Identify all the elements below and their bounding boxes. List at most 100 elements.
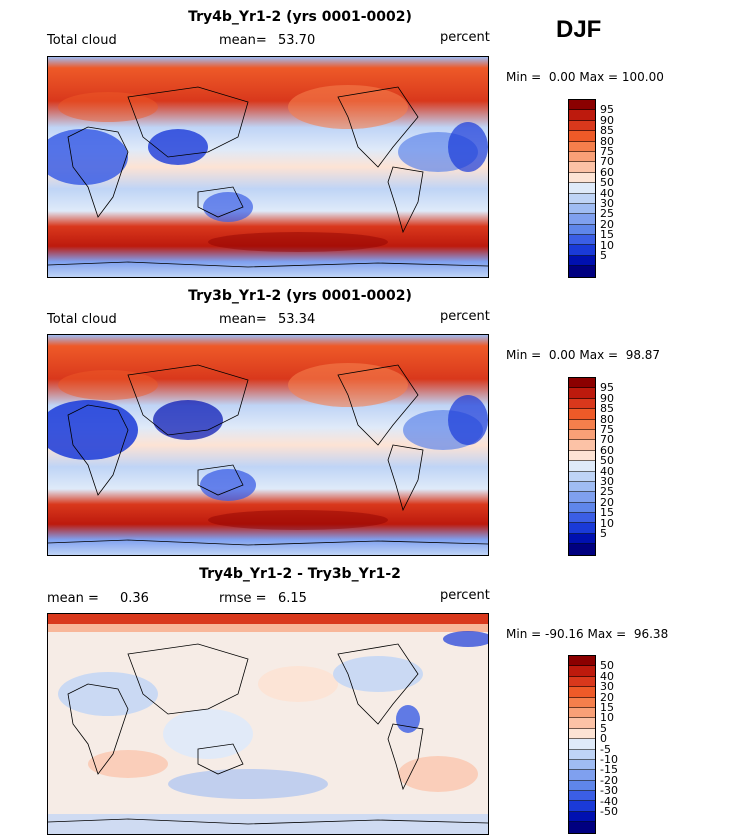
colorbar-tick-label: 80 xyxy=(600,412,614,426)
colorbar-swatch xyxy=(569,728,595,740)
colorbar-swatch xyxy=(569,707,595,719)
panel2-max-value: 98.87 xyxy=(625,348,661,362)
colorbar-swatch xyxy=(569,450,595,462)
colorbar-swatch xyxy=(569,110,595,121)
colorbar-swatch xyxy=(569,100,595,111)
colorbar-swatch xyxy=(569,676,595,688)
colorbar-swatch xyxy=(569,749,595,760)
panel3-rmse-label: rmse = xyxy=(219,591,267,606)
colorbar-tick-label: -10 xyxy=(600,753,618,766)
colorbar-swatch xyxy=(569,398,595,410)
colorbar-swatch xyxy=(569,481,595,493)
colorbar-swatch xyxy=(569,523,595,534)
panel1-title: Try4b_Yr1-2 (yrs 0001-0002) xyxy=(188,9,412,25)
colorbar-tick-label: 15 xyxy=(600,228,614,242)
colorbar-tick-label: 10 xyxy=(600,711,614,725)
colorbar-swatch xyxy=(569,151,595,163)
colorbar-tick-label: -20 xyxy=(600,773,618,787)
colorbar-tick-label: 40 xyxy=(600,464,614,478)
colorbar-swatch xyxy=(569,193,595,204)
colorbar-tick-label: -30 xyxy=(600,784,618,798)
panel3-mean-value: 0.36 xyxy=(120,591,149,606)
colorbar-swatch xyxy=(569,440,595,451)
colorbar-tick-label: 80 xyxy=(600,134,614,148)
colorbar-tick-label: 20 xyxy=(600,495,614,509)
panel2-minmax: Min = 0.00 Max = 98.87 xyxy=(506,348,660,362)
colorbar-swatch xyxy=(569,791,595,802)
colorbar-swatch xyxy=(569,131,595,142)
colorbar-swatch xyxy=(569,255,595,267)
panel3-map xyxy=(47,613,489,835)
colorbar-swatch xyxy=(569,811,595,823)
colorbar-tick-label: 30 xyxy=(600,197,614,210)
panel1-min-label: Min = xyxy=(506,70,542,84)
panel2-colorbar xyxy=(568,377,596,556)
colorbar-tick-label: 5 xyxy=(600,721,607,735)
colorbar-tick-label: 75 xyxy=(600,423,614,436)
panel3-field xyxy=(48,614,488,834)
panel2-title: Try3b_Yr1-2 (yrs 0001-0002) xyxy=(188,288,412,304)
colorbar-tick-label: 5 xyxy=(600,527,607,540)
colorbar-swatch xyxy=(569,780,595,792)
colorbar-tick-label: -50 xyxy=(600,805,618,818)
panel1-mean-value: 53.70 xyxy=(278,33,316,48)
colorbar-swatch xyxy=(569,718,595,729)
colorbar-tick-label: 30 xyxy=(600,680,614,694)
panel1-mean-label: mean= xyxy=(219,33,267,48)
panel1-minmax: Min = 0.00 Max = 100.00 xyxy=(506,70,664,84)
colorbar-swatch xyxy=(569,203,595,215)
panel3-max-value: 96.38 xyxy=(633,627,669,641)
colorbar-tick-label: 90 xyxy=(600,113,614,127)
colorbar-tick-label: 50 xyxy=(600,454,614,468)
panel2-max-label: Max = xyxy=(579,348,619,362)
panel1-colorbar xyxy=(568,99,596,278)
panel1-max-value: 100.00 xyxy=(621,70,664,84)
colorbar-swatch xyxy=(569,419,595,430)
colorbar-swatch xyxy=(569,801,595,812)
panel3-units: percent xyxy=(440,588,490,603)
panel3-mean-label: mean = xyxy=(47,591,99,606)
colorbar-swatch xyxy=(569,429,595,441)
colorbar-swatch xyxy=(569,378,595,389)
colorbar-tick-label: 25 xyxy=(600,207,614,221)
panel3-minmax: Min = -90.16 Max = 96.38 xyxy=(506,627,668,641)
colorbar-swatch xyxy=(569,162,595,173)
colorbar-tick-label: 75 xyxy=(600,145,614,158)
colorbar-swatch xyxy=(569,409,595,420)
panel1-units: percent xyxy=(440,30,490,45)
panel3-min-value: -90.16 xyxy=(545,627,584,641)
colorbar-swatch xyxy=(569,492,595,503)
colorbar-swatch xyxy=(569,172,595,184)
colorbar-tick-label: 60 xyxy=(600,165,614,179)
colorbar-swatch xyxy=(569,666,595,677)
colorbar-tick-label: 90 xyxy=(600,391,614,405)
colorbar-swatch xyxy=(569,759,595,771)
panel2-min-label: Min = xyxy=(506,348,542,362)
panel1-variable: Total cloud xyxy=(47,33,117,48)
colorbar-tick-label: 20 xyxy=(600,690,614,704)
colorbar-swatch xyxy=(569,513,595,524)
panel1-min-value: 0.00 xyxy=(548,70,576,84)
panel2-map xyxy=(47,334,489,556)
colorbar-tick-label: -5 xyxy=(600,742,611,756)
colorbar-tick-label: 95 xyxy=(600,381,614,395)
colorbar-tick-label: 70 xyxy=(600,433,614,447)
panel1-max-label: Max = xyxy=(579,70,619,84)
colorbar-tick-label: 25 xyxy=(600,485,614,499)
colorbar-tick-label: 40 xyxy=(600,669,614,683)
colorbar-swatch xyxy=(569,502,595,514)
colorbar-swatch xyxy=(569,471,595,482)
colorbar-tick-label: 0 xyxy=(600,732,607,746)
colorbar-tick-label: 50 xyxy=(600,176,614,190)
colorbar-swatch xyxy=(569,533,595,545)
colorbar-swatch xyxy=(569,822,595,833)
colorbar-tick-label: 15 xyxy=(600,506,614,520)
colorbar-swatch xyxy=(569,266,595,277)
colorbar-tick-label: 40 xyxy=(600,186,614,200)
colorbar-swatch xyxy=(569,120,595,132)
colorbar-tick-label: 85 xyxy=(600,402,614,416)
panel3-max-label: Max = xyxy=(587,627,627,641)
colorbar-tick-label: 70 xyxy=(600,155,614,169)
colorbar-swatch xyxy=(569,235,595,246)
colorbar-tick-label: 50 xyxy=(600,659,614,673)
